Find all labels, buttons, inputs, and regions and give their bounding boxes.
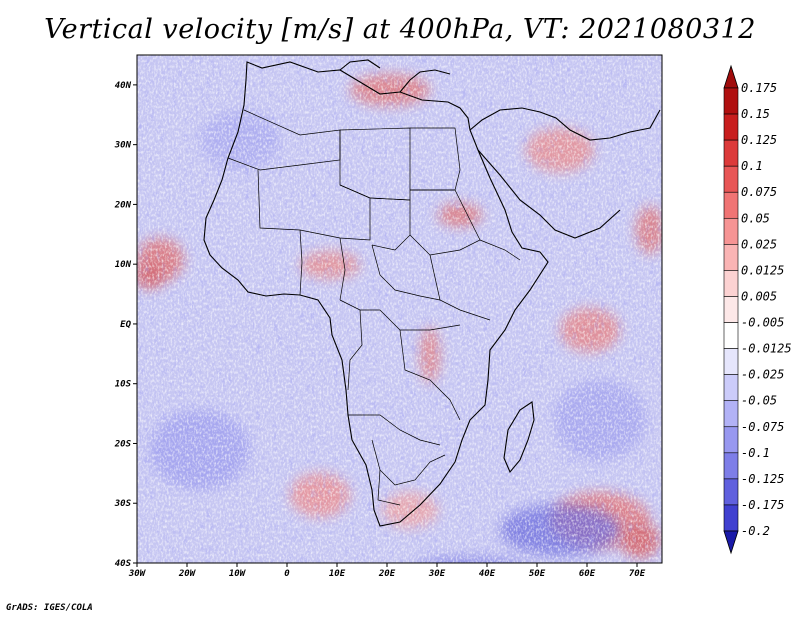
colorbar-swatch bbox=[723, 478, 739, 506]
colorbar-swatch bbox=[723, 139, 739, 167]
colorbar-swatch bbox=[723, 504, 739, 532]
map-frame bbox=[136, 54, 663, 564]
country-borders bbox=[227, 109, 521, 506]
lat-tick-label: 30S bbox=[114, 499, 132, 509]
colorbar-swatch bbox=[723, 322, 739, 349]
lon-tick-label: 50E bbox=[529, 569, 546, 579]
lat-tick-label: 10S bbox=[115, 380, 132, 390]
colorbar-swatch bbox=[723, 87, 739, 115]
velocity-field bbox=[137, 55, 662, 563]
colorbar-swatch bbox=[723, 296, 739, 323]
page-title: Vertical velocity [m/s] at 400hPa, VT: 2… bbox=[44, 14, 756, 45]
colorbar-swatch bbox=[723, 270, 739, 297]
colorbar-label: 0.0125 bbox=[741, 263, 784, 277]
colorbar-swatch bbox=[723, 426, 739, 454]
lat-tick-label: 20N bbox=[114, 200, 132, 210]
lon-tick-label: 30W bbox=[128, 569, 147, 579]
lon-tick-label: 20W bbox=[178, 569, 197, 579]
lat-tick-label: 20S bbox=[114, 439, 132, 449]
colorbar-swatch bbox=[723, 348, 739, 375]
colorbar-label: 0.1 bbox=[741, 159, 763, 173]
lat-tick-label: 10N bbox=[115, 260, 132, 270]
colorbar-swatch bbox=[723, 400, 739, 428]
colorbar-label: -0.05 bbox=[741, 394, 777, 408]
colorbar-swatch bbox=[723, 244, 739, 271]
colorbar-swatch bbox=[723, 113, 739, 141]
lon-tick-label: 10W bbox=[229, 569, 247, 579]
colorbar-label: -0.1 bbox=[741, 446, 770, 460]
colorbar-label: -0.175 bbox=[741, 498, 784, 512]
colorbar-label: 0.125 bbox=[741, 133, 777, 147]
lon-tick-label: 20E bbox=[378, 569, 396, 579]
longitude-axis: 30W 20W 10W 0 10E 20E 30E 40E 50E 60E 70E bbox=[128, 563, 646, 579]
colorbar-label: -0.075 bbox=[741, 420, 784, 434]
lat-tick-label: 30N bbox=[114, 141, 132, 151]
credit-label: GrADS: IGES/COLA bbox=[6, 603, 93, 613]
colorbar-label: 0.15 bbox=[741, 107, 770, 121]
colorbar-top-arrow bbox=[723, 64, 739, 89]
colorbar-label: 0.05 bbox=[741, 211, 770, 225]
lon-tick-label: 0 bbox=[284, 569, 290, 579]
colorbar-label: 0.025 bbox=[741, 237, 777, 251]
colorbar-swatch bbox=[723, 374, 739, 402]
lon-tick-label: 30E bbox=[428, 569, 446, 579]
lat-tick-label: EQ bbox=[120, 320, 131, 330]
colorbar-label: -0.0125 bbox=[741, 342, 792, 356]
colorbar-label: 0.005 bbox=[741, 289, 777, 303]
colorbar-label: -0.2 bbox=[741, 524, 770, 538]
colorbar-label: -0.125 bbox=[741, 472, 784, 486]
lon-tick-label: 60E bbox=[579, 569, 596, 579]
colorbar: 0.175 0.15 0.125 0.1 0.075 0.05 0.025 0.0125 0.0… bbox=[723, 64, 792, 555]
colorbar-label: 0.175 bbox=[741, 81, 777, 95]
lon-tick-label: 10E bbox=[329, 569, 346, 579]
coastlines bbox=[203, 59, 661, 527]
colorbar-label: -0.025 bbox=[741, 368, 784, 382]
lon-tick-label: 70E bbox=[629, 569, 646, 579]
colorbar-swatch bbox=[723, 191, 739, 219]
lat-tick-label: 40S bbox=[115, 559, 132, 569]
colorbar-swatch bbox=[723, 452, 739, 480]
colorbar-bottom-arrow bbox=[723, 530, 739, 555]
colorbar-label: -0.005 bbox=[741, 316, 784, 330]
colorbar-swatch bbox=[723, 217, 739, 245]
colorbar-label: 0.075 bbox=[741, 185, 777, 199]
latitude-axis: 40N 30N 20N 10N EQ 10S 20S 30S 40S bbox=[114, 81, 137, 569]
lat-tick-label: 40N bbox=[115, 81, 132, 91]
lon-tick-label: 40E bbox=[479, 569, 496, 579]
colorbar-swatch bbox=[723, 165, 739, 193]
